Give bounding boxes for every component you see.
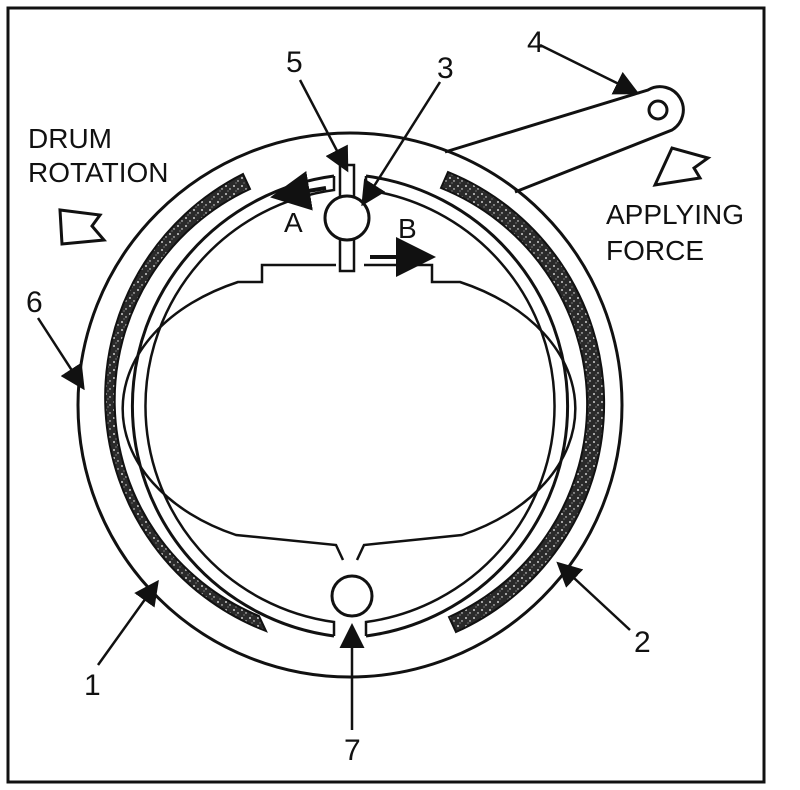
right-shoe-lining bbox=[439, 170, 606, 634]
applying-force-label-line1: APPLYING bbox=[606, 199, 744, 230]
callout-4: 4 bbox=[527, 26, 544, 59]
applying-force-label-line2: FORCE bbox=[606, 235, 704, 266]
direction-b-label: B bbox=[398, 213, 417, 244]
callout-5: 5 bbox=[286, 46, 303, 79]
anchor-lever bbox=[444, 85, 685, 194]
left-shoe-rim bbox=[130, 174, 335, 638]
callout-6-leader bbox=[36, 317, 85, 391]
lever-pivot-hole bbox=[647, 99, 669, 121]
callout-2-leader bbox=[556, 561, 631, 631]
callout-6: 6 bbox=[26, 286, 43, 319]
callout-3-leader bbox=[361, 81, 442, 207]
callout-2: 2 bbox=[634, 626, 651, 659]
callout-4-leader bbox=[539, 43, 640, 95]
bottom-pivot-pin bbox=[330, 574, 374, 618]
callout-5-leader bbox=[298, 79, 349, 173]
left-shoe-lining bbox=[104, 172, 268, 633]
figure-frame bbox=[6, 6, 766, 784]
drum-rotation-arrow-icon bbox=[58, 208, 108, 246]
drum-rotation-label-line2: ROTATION bbox=[28, 157, 169, 188]
anchor-pin bbox=[323, 194, 371, 242]
callout-1-leader bbox=[96, 579, 159, 666]
direction-a-label: A bbox=[284, 207, 303, 238]
applying-force-arrow-icon bbox=[652, 146, 712, 187]
brake-drum bbox=[76, 131, 624, 679]
drum-rotation-label-line1: DRUM bbox=[28, 123, 112, 154]
callout-1: 1 bbox=[84, 669, 101, 702]
direction-arrow-a bbox=[270, 171, 327, 211]
top-anchor-assembly bbox=[323, 163, 371, 273]
right-shoe-rim bbox=[365, 174, 570, 638]
callout-7: 7 bbox=[344, 734, 361, 767]
shoe-web-outline bbox=[121, 263, 577, 561]
callout-3: 3 bbox=[437, 52, 454, 85]
